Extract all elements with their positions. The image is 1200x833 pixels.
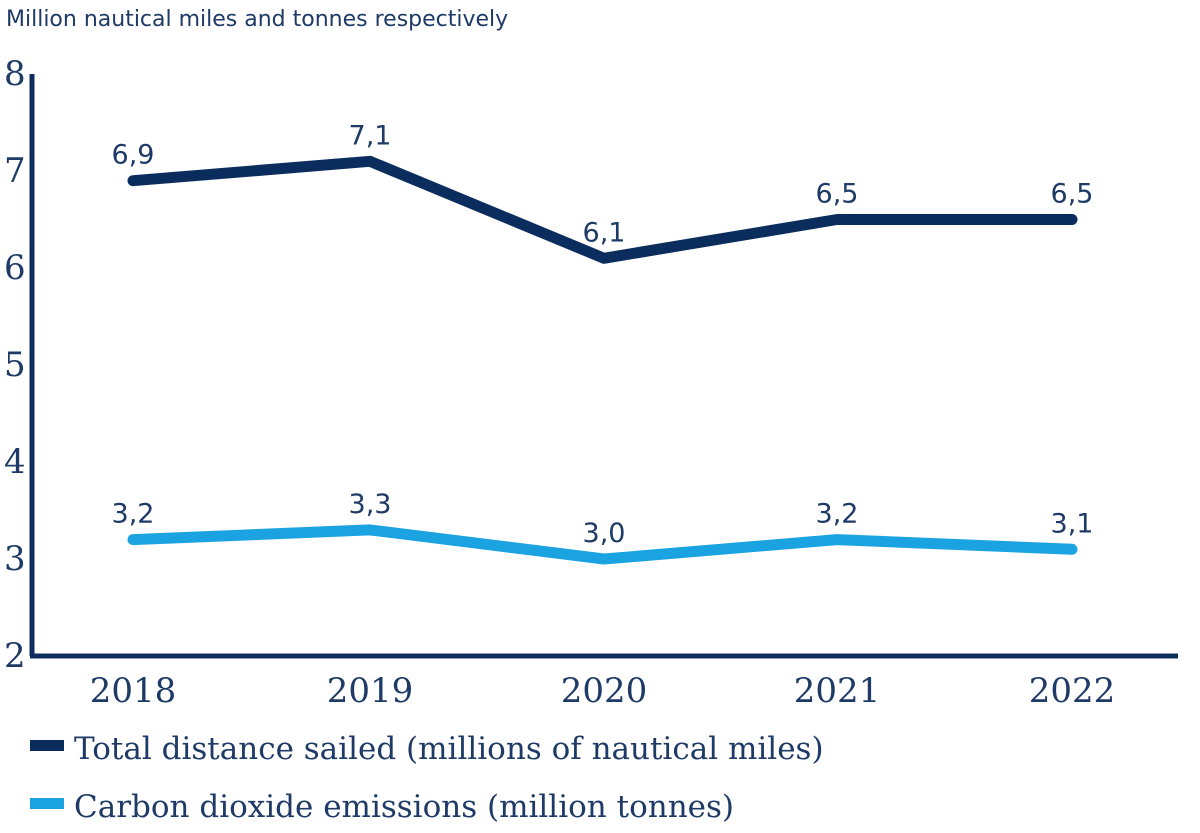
x-tick-label: 2020	[561, 671, 648, 711]
y-tick-label: 3	[4, 539, 26, 579]
data-label: 3,0	[583, 518, 626, 549]
data-label: 6,5	[1051, 179, 1094, 210]
data-label: 3,2	[112, 499, 155, 530]
legend-swatch	[30, 798, 64, 809]
data-labels: 6,9 7,1 6,1 6,5 6,5 3,2 3,3 3,0 3,2 3,1	[112, 120, 1094, 549]
axes	[29, 74, 1178, 659]
data-label: 6,9	[112, 140, 155, 171]
y-tick-label: 5	[4, 345, 26, 385]
y-tick-label: 7	[4, 151, 26, 191]
y-tick-label: 8	[4, 54, 26, 94]
legend-swatch	[30, 740, 64, 751]
data-label: 3,1	[1051, 508, 1094, 539]
series-lines	[127, 155, 1078, 565]
series-line-0	[127, 155, 1078, 264]
y-tick-label: 4	[4, 442, 26, 482]
legend-label: Total distance sailed (millions of nauti…	[74, 731, 824, 767]
y-tick-label: 6	[4, 248, 26, 288]
data-label: 6,5	[816, 179, 859, 210]
x-tick-label: 2021	[794, 671, 881, 711]
data-label: 3,3	[349, 489, 392, 520]
x-tick-label: 2022	[1029, 671, 1116, 711]
series-line-1	[127, 524, 1078, 565]
data-label: 6,1	[583, 217, 626, 248]
units-label: Million nautical miles and tonnes respec…	[6, 7, 508, 32]
x-tick-label: 2019	[327, 671, 414, 711]
legend-label: Carbon dioxide emissions (million tonnes…	[74, 789, 734, 825]
x-tick-label: 2018	[90, 671, 177, 711]
data-label: 3,2	[816, 499, 859, 530]
y-axis-ticks: 2 3 4 5 6 7 8	[4, 54, 26, 676]
x-axis-ticks: 2018 2019 2020 2021 2022	[90, 671, 1116, 711]
legend: Total distance sailed (millions of nauti…	[30, 731, 824, 825]
y-tick-label: 2	[4, 636, 26, 676]
data-label: 7,1	[349, 120, 392, 151]
